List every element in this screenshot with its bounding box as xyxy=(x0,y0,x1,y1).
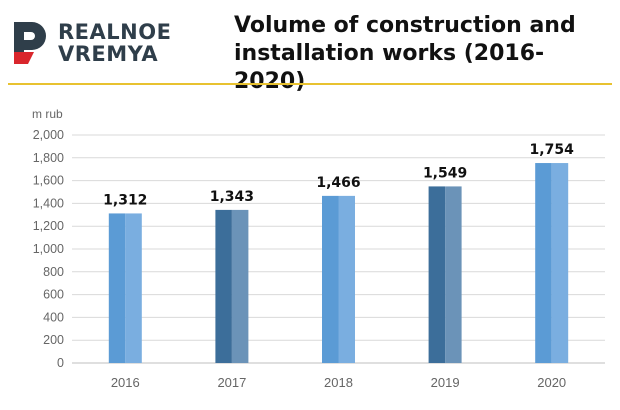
header: REALNOE VREMYA Volume of construction an… xyxy=(0,0,620,94)
x-tick-label: 2016 xyxy=(111,375,140,390)
bar-2018-highlight xyxy=(338,195,355,363)
y-tick-label: 1,600 xyxy=(33,174,64,188)
bar-chart: m rub 0 200 400 600 800 1,000 1,200 1,400 1,600 1,… xyxy=(32,107,605,390)
y-tick-label: 1,200 xyxy=(33,219,64,233)
bar-2016 xyxy=(108,213,126,363)
data-label: 1,549 xyxy=(423,165,467,181)
y-tick-label: 1,800 xyxy=(33,151,64,165)
y-tick-label: 1,400 xyxy=(33,196,64,210)
bar-2016-highlight xyxy=(125,213,142,363)
data-label: 1,343 xyxy=(210,189,254,205)
brand-logo: REALNOE VREMYA xyxy=(10,18,171,68)
bar-2020-highlight xyxy=(551,163,569,363)
header-divider xyxy=(8,83,612,85)
bar-2017 xyxy=(215,209,232,363)
data-label: 1,754 xyxy=(530,142,575,158)
x-tick-label: 2018 xyxy=(324,375,353,390)
brand-line-1: REALNOE xyxy=(58,20,172,44)
realnoe-vremya-logo-icon xyxy=(14,22,46,64)
y-tick-label: 2,000 xyxy=(33,128,64,142)
bar-2017-highlight xyxy=(231,209,249,363)
data-label: 1,312 xyxy=(103,192,147,208)
x-tick-label: 2019 xyxy=(431,375,460,390)
y-tick-label: 400 xyxy=(43,310,64,324)
chart-title: Volume of construction and installation … xyxy=(234,13,576,94)
bar-2019 xyxy=(428,186,446,363)
x-tick-label: 2020 xyxy=(537,375,566,390)
brand-line-2: VREMYA xyxy=(58,42,159,66)
data-label: 1,466 xyxy=(316,175,360,191)
y-axis-label: m rub xyxy=(32,107,63,121)
y-tick-label: 200 xyxy=(43,333,64,347)
x-tick-label: 2017 xyxy=(217,375,246,390)
y-tick-label: 800 xyxy=(43,265,64,279)
bar-2018 xyxy=(322,195,339,363)
y-tick-label: 1,000 xyxy=(33,242,64,256)
bar-2020 xyxy=(535,163,552,363)
y-tick-label: 600 xyxy=(43,288,64,302)
bar-2019-highlight xyxy=(445,186,462,363)
brand-wordmark: REALNOE VREMYA xyxy=(58,21,171,65)
y-tick-label: 0 xyxy=(57,356,64,370)
